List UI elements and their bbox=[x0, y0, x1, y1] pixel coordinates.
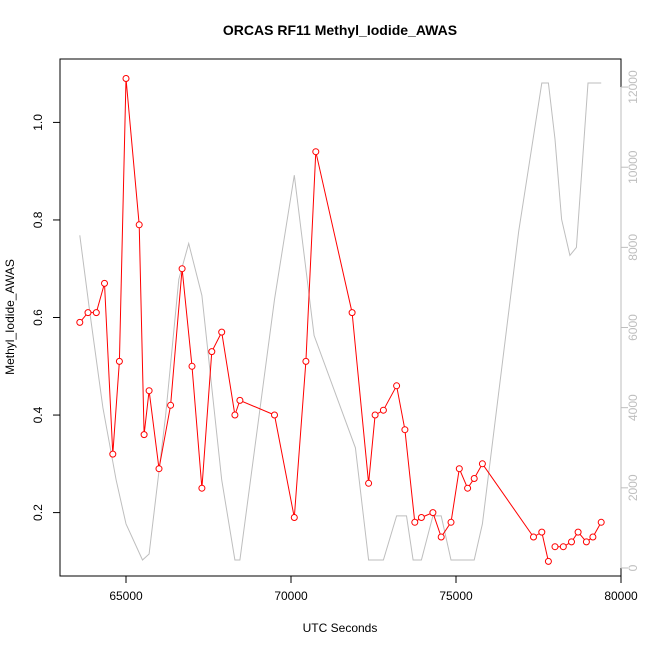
data-point bbox=[101, 279, 108, 287]
data-point bbox=[109, 450, 117, 458]
y2-tick-label: 12000 bbox=[626, 70, 640, 104]
y-axis-label: Methyl_Iodide_AWAS bbox=[3, 259, 17, 375]
data-point bbox=[218, 328, 226, 336]
data-point bbox=[140, 431, 148, 439]
data-point bbox=[437, 533, 445, 541]
data-point bbox=[145, 387, 153, 395]
data-point bbox=[393, 382, 401, 390]
data-point bbox=[559, 543, 567, 551]
data-point bbox=[544, 557, 552, 565]
x-tick-label: 80000 bbox=[604, 589, 638, 603]
y2-tick-label: 4000 bbox=[626, 394, 640, 421]
data-point bbox=[167, 401, 175, 409]
data-point bbox=[135, 221, 143, 229]
data-point bbox=[455, 465, 463, 473]
data-point bbox=[371, 411, 379, 419]
x-axis: 65000 70000 75000 80000 bbox=[109, 575, 638, 603]
data-point bbox=[208, 348, 216, 356]
data-point bbox=[198, 484, 206, 492]
data-point bbox=[302, 357, 310, 365]
y2-tick-label: 8000 bbox=[626, 234, 640, 261]
data-point bbox=[84, 309, 92, 317]
x-tick-label: 75000 bbox=[439, 589, 473, 603]
data-point bbox=[401, 426, 409, 434]
series-layer bbox=[76, 75, 605, 565]
y-tick-label: 0.4 bbox=[31, 406, 45, 423]
data-point bbox=[178, 265, 186, 273]
data-point bbox=[188, 362, 196, 370]
data-point bbox=[597, 518, 605, 526]
data-point bbox=[231, 411, 239, 419]
data-point bbox=[365, 479, 373, 487]
data-point bbox=[76, 318, 84, 326]
x-tick-label: 65000 bbox=[109, 589, 143, 603]
data-point bbox=[589, 533, 597, 541]
data-point bbox=[348, 309, 356, 317]
altitude-series-line bbox=[79, 82, 602, 561]
data-point bbox=[312, 148, 320, 156]
data-point bbox=[417, 514, 425, 521]
x-tick-label: 70000 bbox=[274, 589, 308, 603]
x-axis-label: UTC Seconds bbox=[303, 621, 378, 635]
y-tick-label: 0.2 bbox=[31, 504, 45, 521]
secondary-y-axis: 0 2000 4000 6000 8000 10000 12000 bbox=[620, 70, 640, 571]
plot-frame bbox=[59, 58, 622, 577]
data-point bbox=[551, 543, 559, 551]
data-point bbox=[122, 75, 130, 82]
data-point bbox=[568, 538, 575, 546]
data-point bbox=[92, 309, 100, 317]
y2-tick-label: 2000 bbox=[626, 474, 640, 501]
data-point bbox=[464, 484, 472, 492]
y-tick-label: 0.8 bbox=[31, 211, 45, 228]
data-point bbox=[411, 518, 419, 526]
y2-tick-label: 10000 bbox=[626, 150, 640, 184]
data-point bbox=[574, 528, 582, 536]
data-point bbox=[290, 514, 298, 521]
data-point bbox=[470, 475, 478, 482]
data-point bbox=[155, 465, 163, 473]
data-point bbox=[236, 396, 244, 404]
data-point bbox=[538, 528, 546, 536]
data-point bbox=[115, 357, 123, 365]
data-point bbox=[478, 460, 486, 468]
data-point bbox=[429, 509, 437, 517]
y-tick-label: 1.0 bbox=[31, 114, 45, 131]
data-point bbox=[379, 406, 387, 414]
y2-tick-label: 0 bbox=[626, 564, 640, 571]
y-axis: 0.2 0.4 0.6 0.8 1.0 bbox=[31, 114, 61, 521]
data-point bbox=[271, 411, 278, 419]
chart-title: ORCAS RF11 Methyl_Iodide_AWAS bbox=[223, 22, 457, 38]
data-point bbox=[447, 518, 455, 526]
y2-tick-label: 6000 bbox=[626, 314, 640, 341]
y-tick-label: 0.6 bbox=[31, 309, 45, 326]
data-point bbox=[582, 538, 590, 546]
data-point bbox=[530, 533, 537, 541]
